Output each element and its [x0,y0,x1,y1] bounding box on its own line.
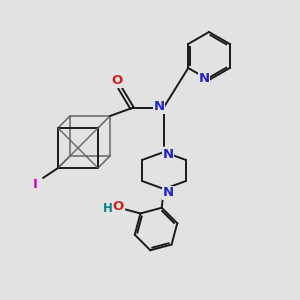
Text: N: N [198,71,210,85]
Text: H: H [103,202,112,215]
Text: N: N [153,100,165,113]
Text: N: N [162,187,174,200]
Text: O: O [111,74,123,88]
Text: N: N [162,148,174,161]
Text: I: I [33,178,38,190]
Text: O: O [113,200,124,213]
